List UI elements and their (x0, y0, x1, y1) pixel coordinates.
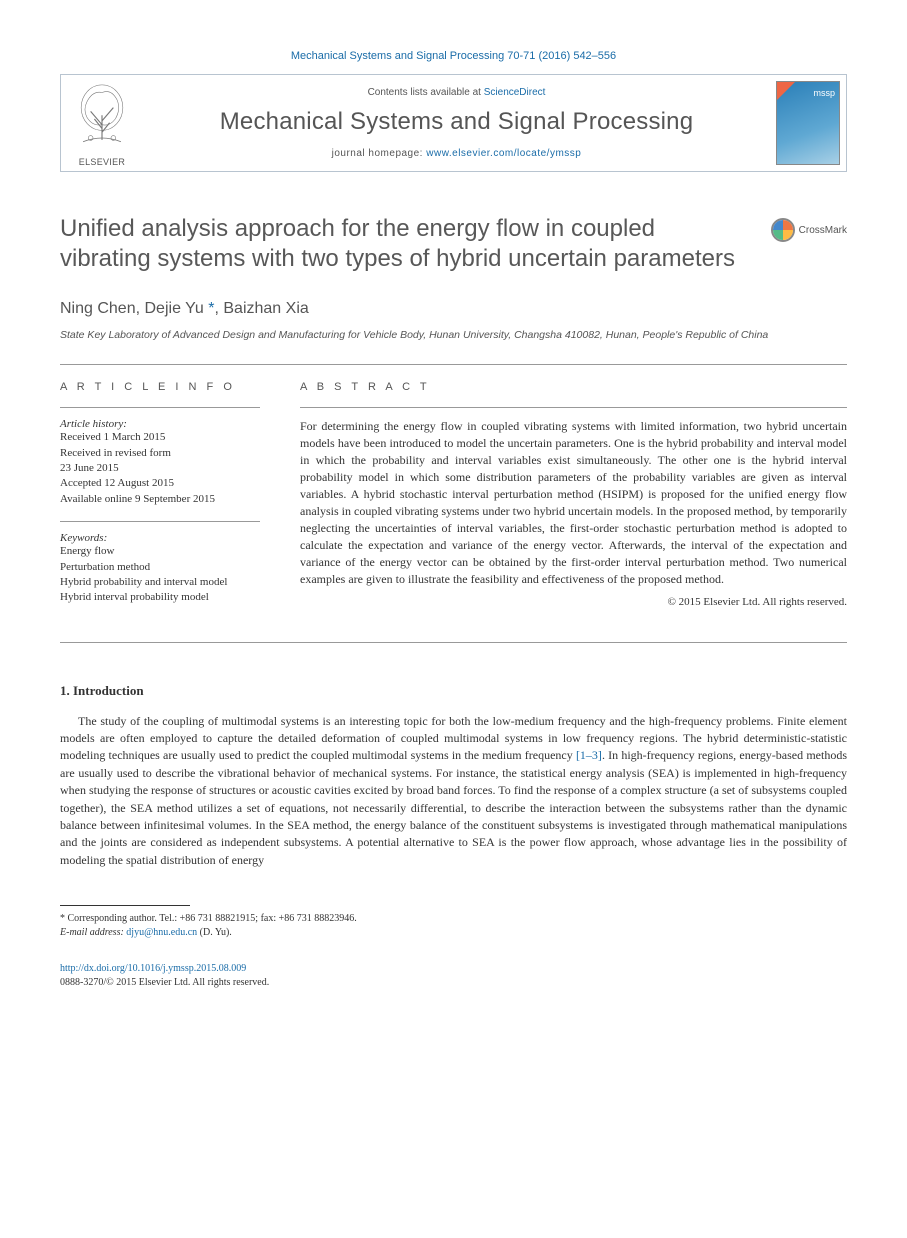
author-1: Ning Chen, (60, 300, 145, 317)
intro-paragraph: The study of the coupling of multimodal … (60, 713, 847, 870)
issn-copyright: 0888-3270/© 2015 Elsevier Ltd. All right… (60, 976, 847, 990)
email-footnote: E-mail address: djyu@hnu.edu.cn (D. Yu). (60, 926, 847, 940)
intro-text-2: . In high-frequency regions, energy-base… (60, 748, 847, 866)
contents-available: Contents lists available at ScienceDirec… (151, 87, 762, 98)
author-2: Dejie Yu (145, 300, 204, 317)
crossmark-icon (771, 218, 795, 242)
abstract-text: For determining the energy flow in coupl… (300, 418, 847, 588)
keyword: Hybrid probability and interval model (60, 575, 260, 590)
doi-link[interactable]: http://dx.doi.org/10.1016/j.ymssp.2015.0… (60, 962, 847, 976)
elsevier-tree-icon (73, 83, 131, 155)
journal-reference: Mechanical Systems and Signal Processing… (60, 50, 847, 62)
homepage-link[interactable]: www.elsevier.com/locate/ymssp (426, 148, 581, 159)
email-suffix: (D. Yu). (197, 927, 232, 938)
info-divider (60, 521, 260, 522)
revised-date-1: Received in revised form (60, 446, 260, 461)
keywords-label: Keywords: (60, 532, 260, 544)
author-3: , Baizhan Xia (214, 300, 308, 317)
citation-link[interactable]: [1–3] (576, 748, 602, 762)
abstract-heading: A B S T R A C T (300, 381, 847, 393)
contents-prefix: Contents lists available at (368, 87, 484, 98)
history-label: Article history: (60, 418, 260, 430)
publisher-logo: ELSEVIER (61, 75, 143, 171)
crossmark-badge[interactable]: CrossMark (771, 218, 847, 242)
journal-header: ELSEVIER Contents lists available at Sci… (60, 74, 847, 172)
article-info-heading: A R T I C L E I N F O (60, 381, 260, 393)
revised-date-2: 23 June 2015 (60, 461, 260, 476)
divider (60, 364, 847, 365)
accepted-date: Accepted 12 August 2015 (60, 476, 260, 491)
email-label: E-mail address: (60, 927, 126, 938)
authors: Ning Chen, Dejie Yu *, Baizhan Xia (60, 300, 847, 318)
email-link[interactable]: djyu@hnu.edu.cn (126, 927, 197, 938)
info-divider (60, 407, 260, 408)
article-title: Unified analysis approach for the energy… (60, 214, 751, 274)
journal-homepage: journal homepage: www.elsevier.com/locat… (151, 148, 762, 159)
publisher-name: ELSEVIER (79, 157, 125, 167)
received-date: Received 1 March 2015 (60, 430, 260, 445)
crossmark-label: CrossMark (799, 225, 847, 236)
divider (60, 642, 847, 643)
keyword: Perturbation method (60, 560, 260, 575)
section-1-title: 1. Introduction (60, 683, 847, 699)
journal-name: Mechanical Systems and Signal Processing (151, 108, 762, 136)
keyword: Energy flow (60, 544, 260, 559)
keyword: Hybrid interval probability model (60, 590, 260, 605)
affiliation: State Key Laboratory of Advanced Design … (60, 328, 847, 342)
abstract-copyright: © 2015 Elsevier Ltd. All rights reserved… (300, 596, 847, 608)
homepage-prefix: journal homepage: (332, 148, 427, 159)
journal-cover-thumbnail (776, 81, 840, 165)
abstract-divider (300, 407, 847, 408)
sciencedirect-link[interactable]: ScienceDirect (484, 87, 546, 98)
corresponding-mark[interactable]: * (204, 300, 215, 317)
online-date: Available online 9 September 2015 (60, 492, 260, 507)
corresponding-author-note: * Corresponding author. Tel.: +86 731 88… (60, 912, 847, 926)
footnote-separator (60, 905, 190, 906)
